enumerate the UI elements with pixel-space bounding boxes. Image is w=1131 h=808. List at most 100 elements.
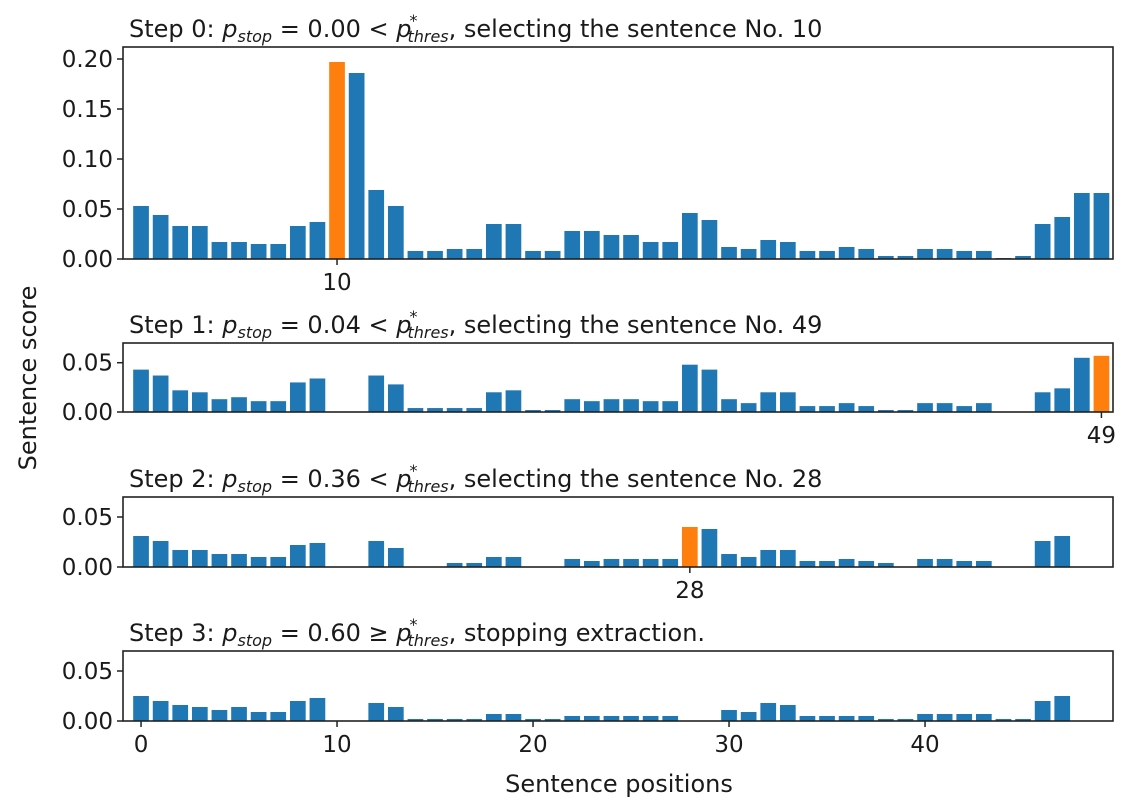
x-tick-label: 20 bbox=[518, 732, 547, 758]
bar-29 bbox=[701, 220, 718, 259]
x-tick-label: 10 bbox=[322, 732, 351, 758]
bar-16 bbox=[446, 249, 463, 259]
bar-35 bbox=[819, 561, 835, 567]
bar-19 bbox=[505, 714, 522, 721]
bar-31 bbox=[740, 249, 757, 259]
title-thr-sub: thres bbox=[407, 323, 448, 342]
bar-41 bbox=[936, 559, 953, 567]
bar-5 bbox=[231, 554, 247, 567]
bar-29 bbox=[701, 369, 718, 412]
bar-15 bbox=[427, 408, 443, 412]
bar-39 bbox=[897, 410, 914, 412]
x-tick-label: 10 bbox=[322, 270, 351, 296]
bar-37 bbox=[858, 249, 875, 259]
bar-43 bbox=[975, 403, 992, 412]
bar-20 bbox=[525, 251, 541, 259]
bar-43 bbox=[975, 714, 992, 721]
bar-40 bbox=[917, 249, 933, 259]
bar-47 bbox=[1054, 388, 1071, 412]
bar-22 bbox=[564, 716, 581, 721]
bar-34 bbox=[799, 716, 816, 721]
bar-34 bbox=[799, 251, 816, 259]
bar-26 bbox=[642, 242, 659, 259]
bar-1 bbox=[152, 701, 169, 721]
title-thr-sub: thres bbox=[407, 631, 448, 650]
x-axis-label: Sentence positions bbox=[505, 770, 733, 798]
bar-1 bbox=[152, 215, 169, 259]
title-mid: = 0.36 < bbox=[272, 465, 396, 493]
bar-0 bbox=[133, 536, 149, 567]
bar-2 bbox=[172, 390, 189, 412]
title-thr-sub: thres bbox=[407, 27, 448, 46]
bar-9 bbox=[309, 378, 326, 412]
bar-23 bbox=[583, 401, 600, 412]
bar-12 bbox=[368, 190, 385, 259]
title-mid: = 0.60 ≥ bbox=[272, 619, 396, 647]
bar-30 bbox=[721, 554, 737, 567]
bar-42 bbox=[956, 406, 973, 412]
bar-28 bbox=[681, 364, 698, 412]
bar-24 bbox=[603, 559, 620, 567]
title-suffix: , selecting the sentence No. 49 bbox=[449, 311, 823, 339]
bar-42 bbox=[956, 561, 973, 567]
bar-28 bbox=[681, 213, 698, 259]
bar-18 bbox=[485, 392, 502, 412]
axes-frame bbox=[122, 650, 1114, 722]
bar-7 bbox=[270, 401, 287, 412]
title-thr: p bbox=[395, 311, 411, 339]
bar-4 bbox=[211, 399, 228, 412]
bar-39 bbox=[897, 719, 914, 721]
bar-38 bbox=[877, 410, 894, 412]
panel-title: Step 1: pstop = 0.04 < p* thres, selectin… bbox=[129, 307, 822, 342]
x-tick-label: 49 bbox=[1087, 423, 1116, 449]
bar-12 bbox=[368, 703, 385, 721]
bar-46 bbox=[1034, 701, 1051, 721]
bar-13 bbox=[387, 206, 404, 259]
bar-21 bbox=[544, 410, 561, 412]
title-thr-sup: * bbox=[409, 461, 417, 480]
bar-8 bbox=[289, 382, 306, 412]
bar-35 bbox=[819, 251, 835, 259]
bar-27 bbox=[662, 401, 679, 412]
bar-1 bbox=[152, 375, 169, 412]
bar-36 bbox=[838, 247, 855, 259]
bar-30 bbox=[721, 710, 737, 721]
bar-17 bbox=[466, 719, 483, 721]
bar-38 bbox=[877, 719, 894, 721]
bar-25 bbox=[623, 716, 639, 721]
bar-13 bbox=[387, 384, 404, 412]
y-tick-label: 0.10 bbox=[62, 147, 113, 173]
bar-33 bbox=[779, 550, 796, 567]
bar-selected-10 bbox=[329, 62, 345, 259]
title-thr-sup: * bbox=[409, 11, 417, 30]
bar-2 bbox=[172, 226, 189, 259]
bar-0 bbox=[133, 696, 149, 721]
bar-32 bbox=[760, 240, 777, 259]
bar-36 bbox=[838, 559, 855, 567]
bar-34 bbox=[799, 406, 816, 412]
bar-11 bbox=[348, 73, 365, 259]
bar-4 bbox=[211, 710, 228, 721]
bar-26 bbox=[642, 559, 659, 567]
bar-8 bbox=[289, 226, 306, 259]
bar-38 bbox=[877, 563, 894, 567]
title-prefix: Step 0: bbox=[129, 15, 222, 43]
bar-15 bbox=[427, 719, 443, 721]
bar-33 bbox=[779, 242, 796, 259]
bar-3 bbox=[191, 707, 208, 721]
title-var: p bbox=[221, 311, 237, 339]
bar-33 bbox=[779, 392, 796, 412]
bar-5 bbox=[231, 397, 247, 412]
y-tick-label: 0.05 bbox=[62, 197, 113, 223]
bar-12 bbox=[368, 375, 385, 412]
title-prefix: Step 3: bbox=[129, 619, 222, 647]
x-tick-label: 40 bbox=[910, 732, 939, 758]
bar-22 bbox=[564, 399, 581, 412]
bar-9 bbox=[309, 698, 326, 721]
bar-37 bbox=[858, 561, 875, 567]
panel-title: Step 0: pstop = 0.00 < p* thres, selectin… bbox=[129, 11, 822, 46]
bar-23 bbox=[583, 231, 600, 259]
y-tick-label: 0.05 bbox=[62, 659, 113, 685]
bar-17 bbox=[466, 563, 483, 567]
